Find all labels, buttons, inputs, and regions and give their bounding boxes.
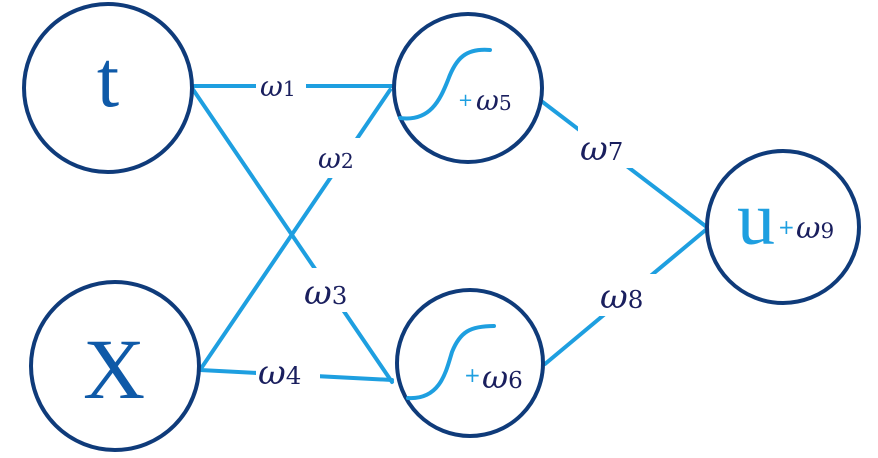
- sigmoid-icon-hidden2: [406, 324, 496, 401]
- bias-label-w9: ω9: [796, 211, 834, 246]
- input-label-t: t: [97, 36, 119, 124]
- weight-label-w7: ω7: [580, 129, 623, 169]
- bias-label-w6: ω6: [482, 358, 523, 396]
- weight-label-w1: ω1: [260, 70, 296, 103]
- bias-plus-hidden2: +: [464, 363, 481, 387]
- bias-plus-output: +: [778, 215, 795, 239]
- input-node-t: [22, 2, 194, 174]
- edge-x-to-hidden1: [198, 88, 392, 372]
- weight-label-w4: ω4: [258, 353, 301, 393]
- hidden-node-1: [392, 12, 544, 164]
- bias-plus-hidden1: +: [458, 90, 473, 111]
- input-label-x: X: [83, 321, 145, 417]
- weight-label-w8: ω8: [600, 277, 643, 317]
- hidden-node-2: [395, 288, 545, 438]
- output-label-u: u: [737, 177, 775, 261]
- input-node-x: [29, 280, 201, 452]
- sigmoid-icon-hidden1: [398, 47, 492, 121]
- weight-label-w2: ω2: [318, 142, 354, 175]
- output-node-u: [705, 149, 861, 305]
- weight-label-w3: ω3: [304, 273, 347, 313]
- bias-label-w5: ω5: [476, 84, 512, 117]
